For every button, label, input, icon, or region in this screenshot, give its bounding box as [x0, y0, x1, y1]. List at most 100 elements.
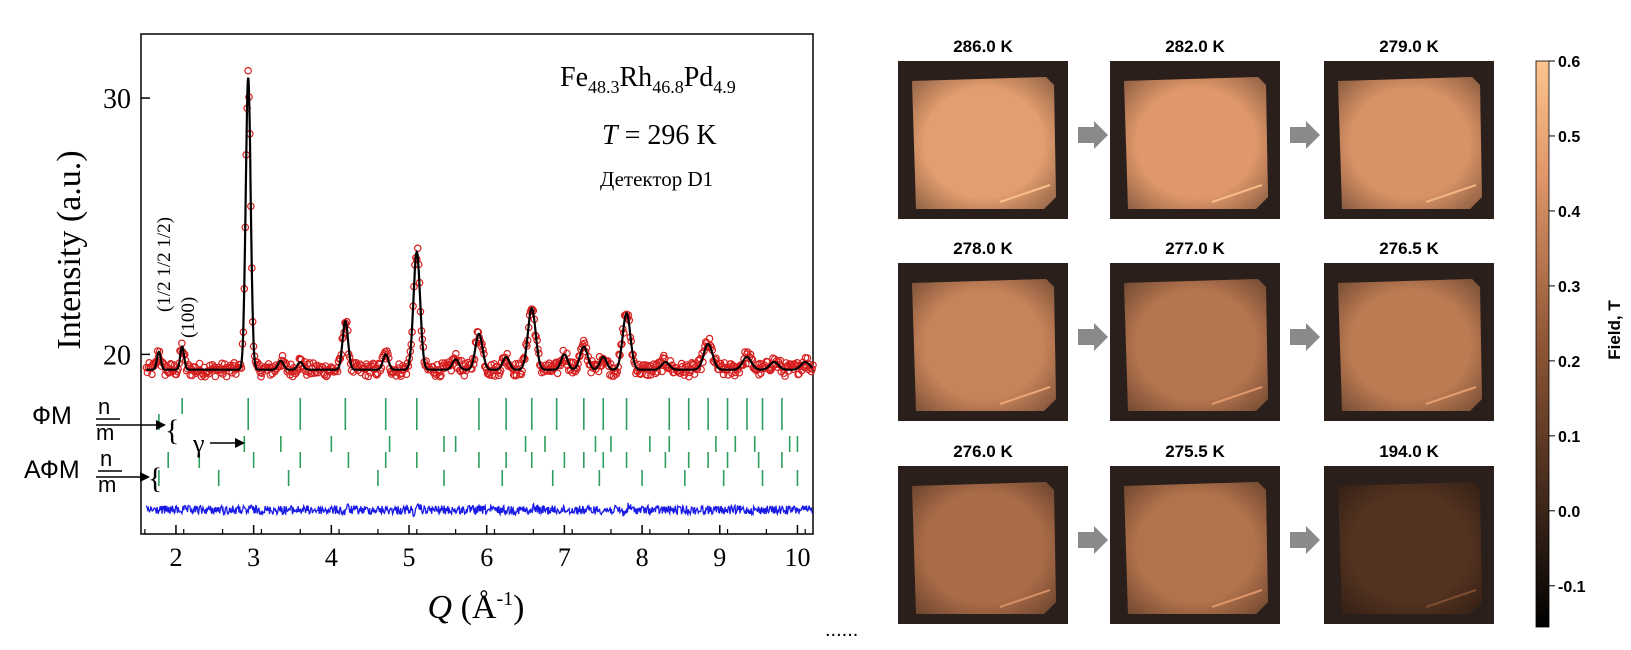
compound-formula: Fe48.3Rh46.8Pd4.9 [560, 62, 736, 97]
observed-point [808, 365, 816, 373]
sample-shading [912, 77, 1056, 209]
transition-arrow [1078, 526, 1108, 554]
plot-frame [140, 33, 814, 535]
calculated-curve [146, 77, 814, 371]
sample-edge-line [999, 386, 1051, 405]
colorbar-tick-label: 0.3 [1558, 279, 1580, 296]
x-tick-label: 5 [403, 543, 416, 572]
colorbar-tick-label: 0.5 [1558, 129, 1580, 146]
x-tick-label: 8 [636, 543, 649, 572]
observed-point [232, 370, 240, 378]
fm-brace: { [165, 414, 179, 447]
observed-point [195, 359, 204, 368]
fm-n-label: n [98, 394, 110, 419]
observed-point [431, 372, 440, 380]
x-tick-label: 9 [713, 543, 726, 572]
observed-point [649, 360, 658, 369]
field-panel: 282.0 K [1110, 37, 1280, 219]
sample-edge-line [1211, 589, 1263, 608]
observed-point [413, 244, 422, 253]
transition-arrow [1290, 323, 1320, 351]
observed-point [422, 357, 430, 365]
sample-edge-line [1425, 589, 1477, 608]
sample-shading [1124, 77, 1268, 209]
transition-arrow [1078, 323, 1108, 351]
colorbar-tick-label: 0.4 [1558, 204, 1580, 221]
panel-temperature-label: 276.5 K [1379, 239, 1439, 258]
colorbar-tick-label: 0.6 [1558, 54, 1580, 71]
observed-point [433, 360, 442, 369]
peak-label-100: (100) [178, 297, 199, 338]
afm-label: АФМ [24, 456, 80, 484]
observed-point [501, 353, 510, 362]
x-tick-label: 2 [169, 543, 182, 572]
fm-arrow-head [156, 420, 166, 430]
observed-point [322, 372, 331, 381]
sample-shading [1338, 77, 1482, 209]
observed-point [188, 371, 196, 380]
field-panel: 194.0 K [1324, 442, 1494, 624]
observed-point [370, 360, 379, 369]
observed-point [244, 66, 252, 75]
sample-edge-line [999, 184, 1051, 203]
observed-point [644, 371, 652, 380]
panel-temperature-label: 194.0 K [1379, 442, 1439, 461]
panel-temperature-label: 275.5 K [1165, 442, 1225, 461]
gamma-label: γ [192, 429, 205, 458]
afm-brace: { [148, 462, 162, 495]
observed-point [636, 370, 645, 379]
observed-point [402, 370, 411, 379]
colorbar-tick-label: 0.0 [1558, 504, 1580, 521]
field-panel: 279.0 K [1324, 37, 1494, 219]
field-panel: 276.5 K [1324, 239, 1494, 421]
sample-edge-line [1425, 386, 1477, 405]
observed-point [437, 371, 445, 380]
fm-m-label: m [96, 420, 114, 445]
observed-point [553, 369, 562, 378]
colorbar [1535, 60, 1550, 628]
transition-arrow [1290, 526, 1320, 554]
observed-point [257, 372, 265, 381]
temperature-label: T = 296 K [602, 120, 717, 151]
panel-temperature-label: 286.0 K [953, 37, 1013, 56]
x-tick-label: 3 [247, 543, 260, 572]
transition-arrow [1290, 121, 1320, 149]
observed-point [735, 368, 744, 377]
afm-m-label: m [98, 472, 116, 497]
sample-edge-line [999, 589, 1051, 608]
sample-shading [1124, 482, 1268, 614]
sample-shading [1338, 482, 1482, 614]
observed-point [364, 372, 373, 381]
curves [142, 66, 817, 518]
x-tick-label: 6 [480, 543, 493, 572]
observed-point [166, 359, 175, 368]
field-panel: 286.0 K [898, 37, 1068, 219]
observed-point [208, 360, 217, 369]
reflection-ticks [158, 398, 799, 486]
colorbar-tick-label: 0.1 [1558, 429, 1580, 446]
observed-point [395, 360, 403, 368]
observed-point [447, 366, 456, 375]
observed-point [781, 372, 789, 380]
colorbar-tick-label: 0.2 [1558, 354, 1580, 371]
peak-label-half: (1/2 1/2 1/2) [154, 217, 175, 312]
panel-arrows [1078, 121, 1320, 554]
observed-point [332, 364, 341, 372]
observed-point [436, 372, 444, 381]
observed-point [697, 365, 705, 374]
observed-point [197, 372, 206, 381]
sample-shading [1124, 279, 1268, 411]
observed-point [658, 367, 666, 376]
panel-temperature-label: 276.0 K [953, 442, 1013, 461]
field-panel: 277.0 K [1110, 239, 1280, 421]
observed-point [452, 349, 460, 358]
sample-shading [1338, 279, 1482, 411]
afm-arrow-head [140, 472, 150, 482]
y-tick-label: 30 [103, 84, 131, 115]
observed-point [320, 371, 329, 379]
colorbar-ticks: 0.6 0.5 0.4 0.3 0.2 0.1 0.0 -0.1 [1549, 54, 1586, 596]
afm-n-label: n [100, 446, 112, 471]
